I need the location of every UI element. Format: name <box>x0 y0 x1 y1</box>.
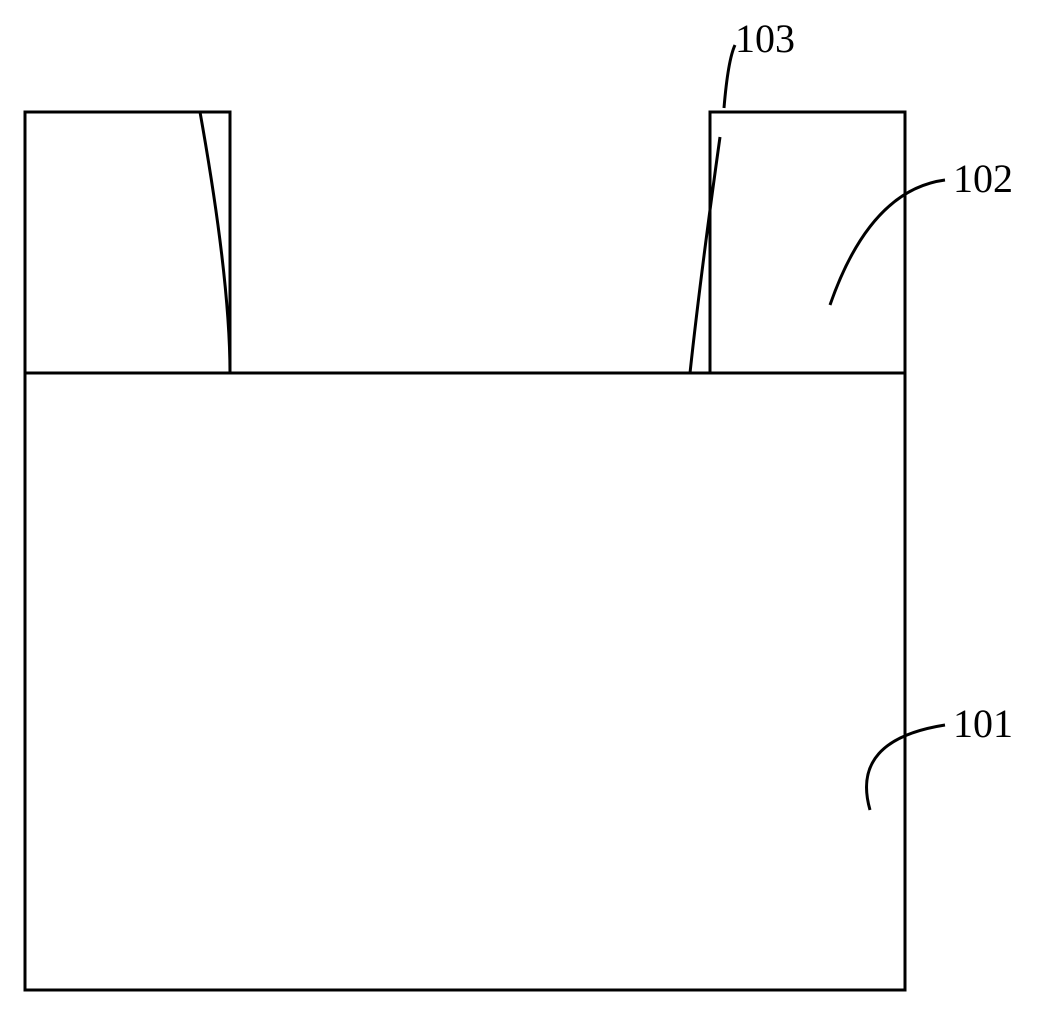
left-block-rect <box>25 112 230 373</box>
right-block-rect <box>710 112 905 373</box>
leader-103 <box>724 45 735 108</box>
right-block-inner-curve <box>690 137 720 373</box>
label-102: 102 <box>953 155 1013 202</box>
label-101: 101 <box>953 700 1013 747</box>
label-103: 103 <box>735 15 795 62</box>
left-block-inner-curve <box>200 112 230 373</box>
leader-102 <box>830 180 945 305</box>
diagram-svg <box>0 0 1055 1012</box>
substrate-rect <box>25 373 905 990</box>
